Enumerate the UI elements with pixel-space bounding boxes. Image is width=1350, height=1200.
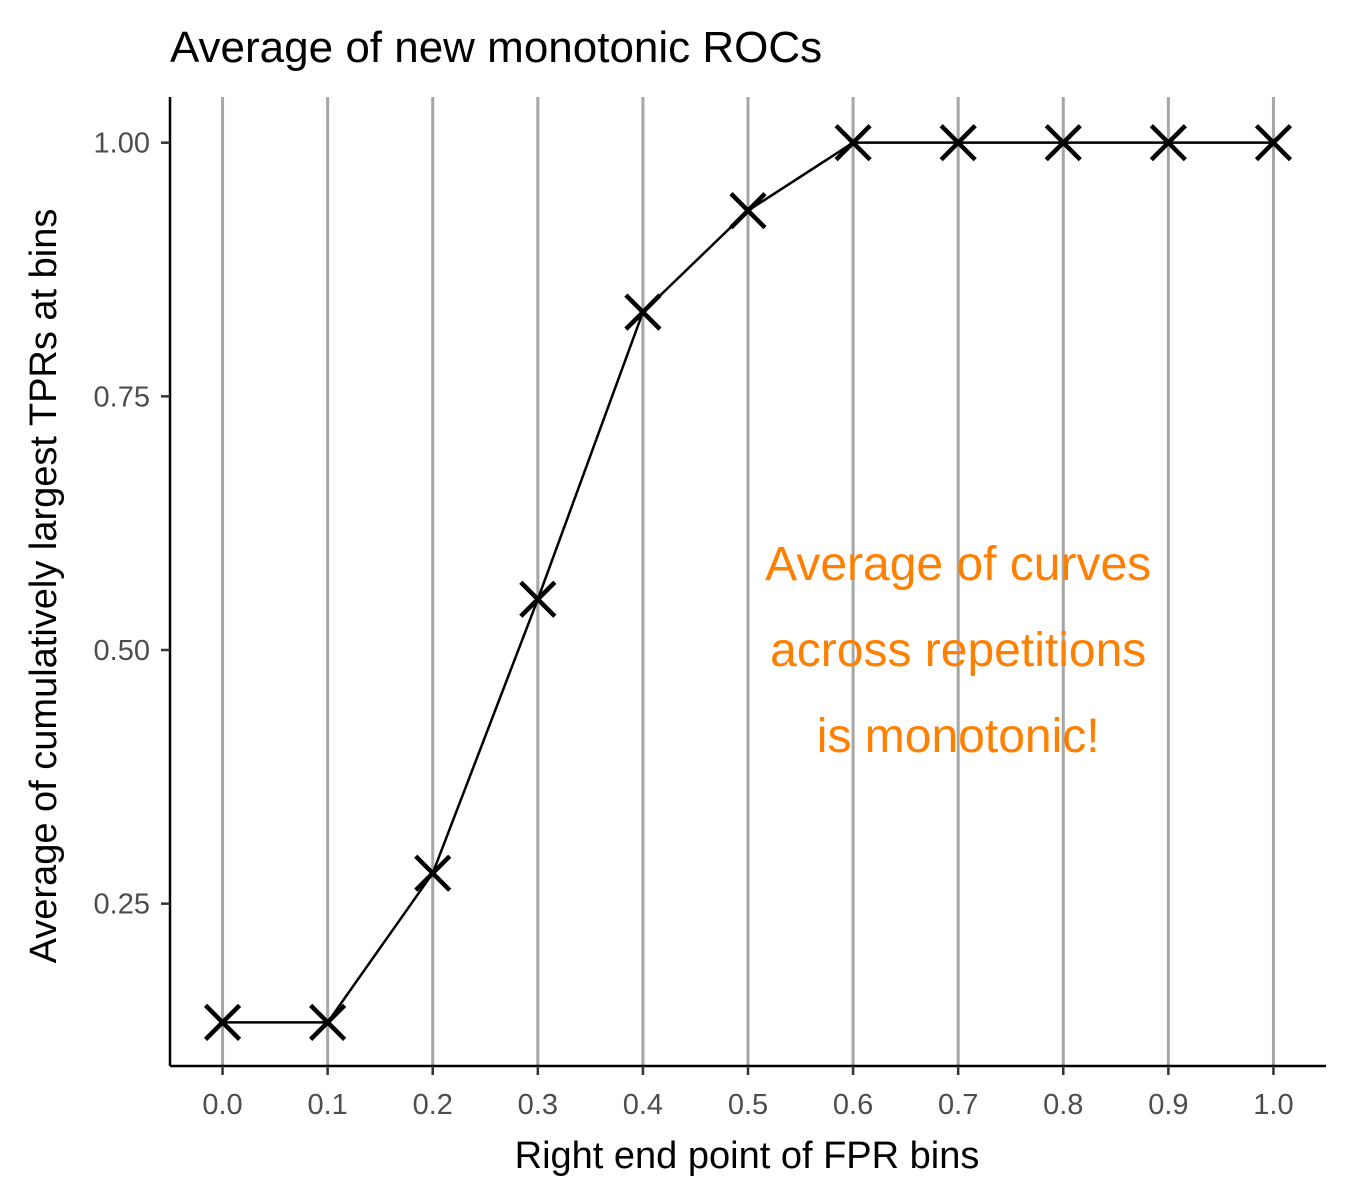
y-axis-title: Average of cumulatively largest TPRs at …	[23, 209, 65, 964]
data-point-8	[1044, 124, 1082, 162]
x-tick-label-3: 0.3	[518, 1089, 558, 1121]
y-ticks: 0.25 0.50 0.75 1.00	[94, 128, 170, 921]
x-tick-label-5: 0.5	[728, 1089, 768, 1121]
annotation-line-1: across repetitions	[770, 624, 1146, 677]
x-tick-label-8: 0.8	[1043, 1089, 1083, 1121]
x-tick-label-9: 0.9	[1148, 1089, 1188, 1121]
grid-lines	[221, 97, 1275, 1066]
annotation-line-0: Average of curves	[765, 538, 1151, 591]
x-tick-label-7: 0.7	[938, 1089, 978, 1121]
x-tick-label-4: 0.4	[623, 1089, 663, 1121]
data-point-6	[834, 124, 872, 162]
y-tick-label-0: 0.25	[94, 889, 150, 921]
x-ticks: 0.0 0.1 0.2 0.3 0.4 0.5 0.6 0.7 0.8 0.9 1.0	[202, 1066, 1294, 1121]
chart-title: Average of new monotonic ROCs	[170, 23, 822, 72]
data-point-0	[203, 1003, 242, 1041]
y-tick-label-1: 0.50	[94, 635, 150, 667]
x-tick-label-6: 0.6	[833, 1089, 873, 1121]
annotation-line-2: is monotonic!	[817, 710, 1100, 763]
data-point-10	[1254, 124, 1293, 162]
x-tick-label-0: 0.0	[202, 1089, 242, 1121]
y-tick-label-2: 0.75	[94, 381, 150, 413]
data-point-4	[624, 293, 662, 331]
x-tick-label-10: 1.0	[1253, 1089, 1293, 1121]
data-point-3	[519, 580, 557, 618]
data-point-2	[414, 854, 452, 892]
y-tick-label-3: 1.00	[94, 128, 150, 160]
data-point-9	[1149, 124, 1187, 162]
data-point-7	[939, 124, 977, 162]
x-axis-title: Right end point of FPR bins	[515, 1135, 980, 1177]
data-point-5	[729, 192, 767, 230]
data-point-1	[309, 1003, 347, 1041]
annotation: Average of curves across repetitions is mo…	[765, 538, 1151, 763]
x-tick-label-2: 0.2	[413, 1089, 453, 1121]
x-tick-label-1: 0.1	[307, 1089, 347, 1121]
series-layer	[203, 124, 1293, 1041]
